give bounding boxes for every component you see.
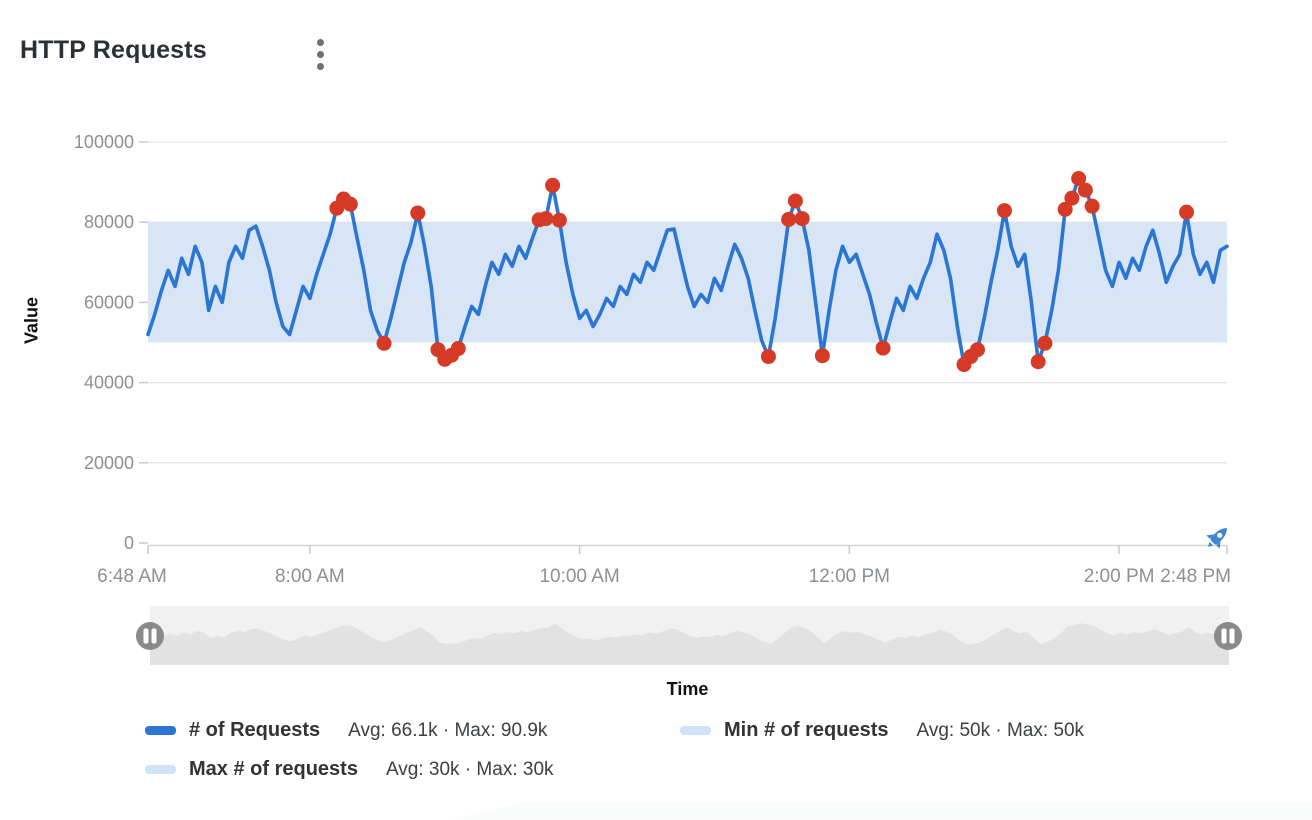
brush-left-handle[interactable]: [136, 622, 164, 650]
legend-stats: Avg: 30k · Max: 30k: [385, 758, 554, 780]
legend-swatch-max-requests: [145, 765, 176, 774]
anomaly-dot: [781, 211, 797, 227]
anomaly-dot: [814, 348, 830, 364]
page-title: HTTP Requests: [20, 36, 207, 64]
y-tick-label: 0: [124, 533, 134, 553]
legend-entry-min-requests[interactable]: Min # of requests Avg: 50k · Max: 50k: [680, 719, 1084, 742]
x-tick-label: 10:00 AM: [539, 566, 619, 587]
anomaly-dot: [1057, 201, 1073, 217]
legend-stats: Avg: 66.1k · Max: 90.9k: [348, 719, 548, 741]
anomaly-dot: [1077, 182, 1093, 198]
pause-handle-icon: [1229, 628, 1235, 644]
anomaly-dot: [875, 340, 891, 356]
anomaly-dot: [1071, 170, 1087, 186]
anomaly-dot: [1030, 354, 1046, 370]
x-tick-label: 2:00 PM: [1084, 566, 1155, 587]
anomaly-dot: [538, 211, 554, 227]
anomaly-dot: [1179, 204, 1195, 220]
anomaly-dot: [551, 212, 567, 228]
anomaly-dot: [787, 193, 803, 209]
anomaly-dot: [1037, 335, 1053, 351]
brush-right-handle[interactable]: [1214, 622, 1242, 650]
x-axis-title: Time: [666, 679, 709, 699]
legend-label: # of Requests: [189, 719, 321, 741]
anomaly-dot: [969, 342, 985, 358]
x-tick-label: 12:00 PM: [809, 566, 890, 587]
brush-minimap-area: [150, 623, 1229, 665]
pause-handle-icon: [143, 628, 149, 644]
anomaly-dot: [794, 211, 810, 227]
legend-entry-max-requests[interactable]: Max # of requests Avg: 30k · Max: 30k: [145, 758, 554, 781]
pause-handle-icon: [1221, 628, 1227, 644]
y-tick-label: 80000: [84, 212, 134, 232]
anomaly-dot: [996, 203, 1012, 219]
anomaly-dot: [545, 177, 561, 193]
legend-stats: Avg: 50k · Max: 50k: [916, 719, 1085, 741]
requests-line: [146, 176, 1229, 367]
anomaly-dot: [1084, 198, 1100, 214]
kebab-menu-icon: [316, 38, 324, 46]
anomaly-dot: [760, 349, 776, 365]
anomaly-dot: [342, 196, 358, 212]
legend-swatch-min-requests: [680, 726, 711, 735]
x-tick-label: 2:48 PM: [1160, 566, 1231, 587]
anomaly-dot: [410, 205, 426, 221]
anomaly-dot: [1064, 190, 1080, 206]
legend-entry-requests[interactable]: # of Requests Avg: 66.1k · Max: 90.9k: [145, 719, 547, 742]
next-widget-edge: [450, 802, 1312, 820]
y-tick-label: 20000: [84, 453, 134, 473]
legend-label: Min # of requests: [724, 719, 889, 741]
anomaly-dot: [450, 341, 466, 357]
y-tick-label: 60000: [84, 292, 134, 312]
legend-label: Max # of requests: [189, 758, 358, 780]
y-tick-label: 100000: [74, 132, 134, 152]
chart: 0 20000 40000 60000 80000 100000 6:48 AM 8:00 A…: [74, 132, 1242, 665]
anomaly-dot: [376, 335, 392, 351]
pause-handle-icon: [151, 628, 157, 644]
x-tick-label: 6:48 AM: [97, 566, 167, 587]
rocket-icon[interactable]: [1199, 522, 1235, 558]
kebab-menu-button[interactable]: [302, 30, 338, 78]
legend-swatch-requests: [145, 726, 176, 735]
x-tick-label: 8:00 AM: [275, 566, 345, 587]
y-tick-label: 40000: [84, 373, 134, 393]
